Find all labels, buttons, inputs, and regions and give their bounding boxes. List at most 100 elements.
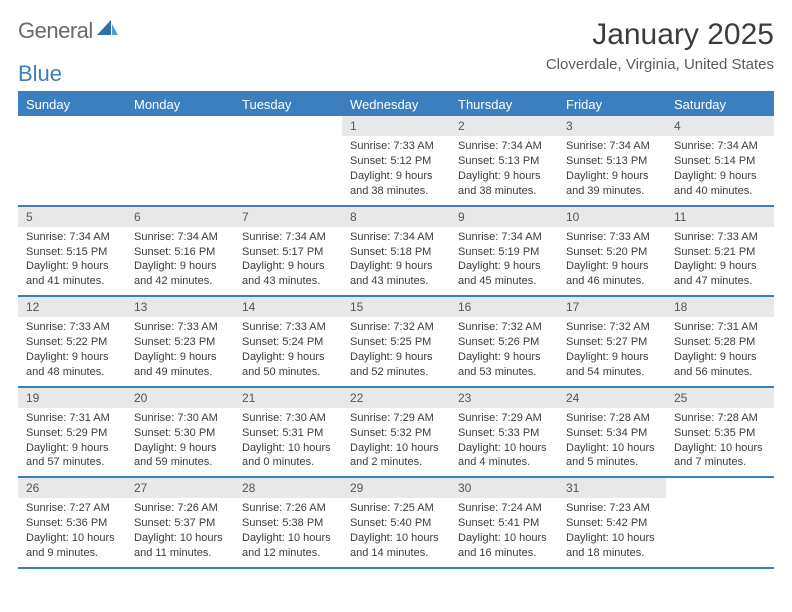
day-header-sunday: Sunday [18,93,126,116]
calendar: SundayMondayTuesdayWednesdayThursdayFrid… [18,91,774,569]
day-cell-3: 3Sunrise: 7:34 AMSunset: 5:13 PMDaylight… [558,116,666,205]
day-cell-23: 23Sunrise: 7:29 AMSunset: 5:33 PMDayligh… [450,388,558,477]
day-info: Sunrise: 7:24 AMSunset: 5:41 PMDaylight:… [450,498,558,566]
day-info: Sunrise: 7:34 AMSunset: 5:16 PMDaylight:… [126,227,234,295]
day-number: 17 [558,297,666,317]
logo-word-blue: Blue [18,61,774,87]
day-info: Sunrise: 7:31 AMSunset: 5:29 PMDaylight:… [18,408,126,476]
week-row: 19Sunrise: 7:31 AMSunset: 5:29 PMDayligh… [18,388,774,479]
day-info: Sunrise: 7:34 AMSunset: 5:13 PMDaylight:… [450,136,558,204]
day-info: Sunrise: 7:28 AMSunset: 5:34 PMDaylight:… [558,408,666,476]
day-cell-27: 27Sunrise: 7:26 AMSunset: 5:37 PMDayligh… [126,478,234,567]
day-info: Sunrise: 7:29 AMSunset: 5:32 PMDaylight:… [342,408,450,476]
day-info: Sunrise: 7:33 AMSunset: 5:22 PMDaylight:… [18,317,126,385]
day-number: 22 [342,388,450,408]
day-number: 13 [126,297,234,317]
day-cell-17: 17Sunrise: 7:32 AMSunset: 5:27 PMDayligh… [558,297,666,386]
day-info: Sunrise: 7:33 AMSunset: 5:20 PMDaylight:… [558,227,666,295]
day-number: 4 [666,116,774,136]
day-number: 6 [126,207,234,227]
day-cell-15: 15Sunrise: 7:32 AMSunset: 5:25 PMDayligh… [342,297,450,386]
day-cell-4: 4Sunrise: 7:34 AMSunset: 5:14 PMDaylight… [666,116,774,205]
day-number: 2 [450,116,558,136]
day-number: 21 [234,388,342,408]
empty-cell [18,116,126,205]
empty-cell [126,116,234,205]
day-number: 14 [234,297,342,317]
day-info: Sunrise: 7:25 AMSunset: 5:40 PMDaylight:… [342,498,450,566]
day-number: 25 [666,388,774,408]
day-cell-11: 11Sunrise: 7:33 AMSunset: 5:21 PMDayligh… [666,207,774,296]
day-number: 19 [18,388,126,408]
day-cell-5: 5Sunrise: 7:34 AMSunset: 5:15 PMDaylight… [18,207,126,296]
day-cell-13: 13Sunrise: 7:33 AMSunset: 5:23 PMDayligh… [126,297,234,386]
day-cell-22: 22Sunrise: 7:29 AMSunset: 5:32 PMDayligh… [342,388,450,477]
day-number: 8 [342,207,450,227]
day-info: Sunrise: 7:34 AMSunset: 5:19 PMDaylight:… [450,227,558,295]
day-info: Sunrise: 7:28 AMSunset: 5:35 PMDaylight:… [666,408,774,476]
day-header-tuesday: Tuesday [234,93,342,116]
day-cell-2: 2Sunrise: 7:34 AMSunset: 5:13 PMDaylight… [450,116,558,205]
day-info: Sunrise: 7:29 AMSunset: 5:33 PMDaylight:… [450,408,558,476]
day-info: Sunrise: 7:33 AMSunset: 5:23 PMDaylight:… [126,317,234,385]
day-info: Sunrise: 7:32 AMSunset: 5:27 PMDaylight:… [558,317,666,385]
day-info: Sunrise: 7:23 AMSunset: 5:42 PMDaylight:… [558,498,666,566]
day-cell-31: 31Sunrise: 7:23 AMSunset: 5:42 PMDayligh… [558,478,666,567]
day-info: Sunrise: 7:33 AMSunset: 5:21 PMDaylight:… [666,227,774,295]
day-info: Sunrise: 7:34 AMSunset: 5:14 PMDaylight:… [666,136,774,204]
day-info: Sunrise: 7:34 AMSunset: 5:18 PMDaylight:… [342,227,450,295]
day-number: 7 [234,207,342,227]
day-info: Sunrise: 7:26 AMSunset: 5:37 PMDaylight:… [126,498,234,566]
day-number: 1 [342,116,450,136]
day-cell-12: 12Sunrise: 7:33 AMSunset: 5:22 PMDayligh… [18,297,126,386]
day-info: Sunrise: 7:32 AMSunset: 5:26 PMDaylight:… [450,317,558,385]
day-header-saturday: Saturday [666,93,774,116]
day-header-friday: Friday [558,93,666,116]
day-info: Sunrise: 7:32 AMSunset: 5:25 PMDaylight:… [342,317,450,385]
day-cell-18: 18Sunrise: 7:31 AMSunset: 5:28 PMDayligh… [666,297,774,386]
day-cell-8: 8Sunrise: 7:34 AMSunset: 5:18 PMDaylight… [342,207,450,296]
empty-cell [234,116,342,205]
day-cell-21: 21Sunrise: 7:30 AMSunset: 5:31 PMDayligh… [234,388,342,477]
day-info: Sunrise: 7:30 AMSunset: 5:30 PMDaylight:… [126,408,234,476]
day-info: Sunrise: 7:34 AMSunset: 5:15 PMDaylight:… [18,227,126,295]
day-number: 23 [450,388,558,408]
day-info: Sunrise: 7:27 AMSunset: 5:36 PMDaylight:… [18,498,126,566]
day-header-wednesday: Wednesday [342,93,450,116]
day-header-row: SundayMondayTuesdayWednesdayThursdayFrid… [18,93,774,116]
day-number: 18 [666,297,774,317]
day-cell-26: 26Sunrise: 7:27 AMSunset: 5:36 PMDayligh… [18,478,126,567]
day-cell-6: 6Sunrise: 7:34 AMSunset: 5:16 PMDaylight… [126,207,234,296]
logo-word-general: General [18,18,93,44]
day-cell-19: 19Sunrise: 7:31 AMSunset: 5:29 PMDayligh… [18,388,126,477]
day-cell-20: 20Sunrise: 7:30 AMSunset: 5:30 PMDayligh… [126,388,234,477]
day-header-monday: Monday [126,93,234,116]
day-cell-1: 1Sunrise: 7:33 AMSunset: 5:12 PMDaylight… [342,116,450,205]
day-cell-16: 16Sunrise: 7:32 AMSunset: 5:26 PMDayligh… [450,297,558,386]
day-info: Sunrise: 7:33 AMSunset: 5:12 PMDaylight:… [342,136,450,204]
day-cell-30: 30Sunrise: 7:24 AMSunset: 5:41 PMDayligh… [450,478,558,567]
day-header-thursday: Thursday [450,93,558,116]
logo: General [18,18,121,44]
day-cell-7: 7Sunrise: 7:34 AMSunset: 5:17 PMDaylight… [234,207,342,296]
day-cell-29: 29Sunrise: 7:25 AMSunset: 5:40 PMDayligh… [342,478,450,567]
day-number: 3 [558,116,666,136]
day-cell-24: 24Sunrise: 7:28 AMSunset: 5:34 PMDayligh… [558,388,666,477]
day-info: Sunrise: 7:33 AMSunset: 5:24 PMDaylight:… [234,317,342,385]
day-number: 29 [342,478,450,498]
day-number: 16 [450,297,558,317]
day-number: 20 [126,388,234,408]
day-cell-28: 28Sunrise: 7:26 AMSunset: 5:38 PMDayligh… [234,478,342,567]
day-cell-25: 25Sunrise: 7:28 AMSunset: 5:35 PMDayligh… [666,388,774,477]
day-number: 9 [450,207,558,227]
day-number: 31 [558,478,666,498]
day-cell-14: 14Sunrise: 7:33 AMSunset: 5:24 PMDayligh… [234,297,342,386]
day-number: 12 [18,297,126,317]
week-row: 1Sunrise: 7:33 AMSunset: 5:12 PMDaylight… [18,116,774,207]
sail-icon [97,18,119,44]
day-info: Sunrise: 7:30 AMSunset: 5:31 PMDaylight:… [234,408,342,476]
day-number: 28 [234,478,342,498]
empty-cell [666,478,774,567]
week-row: 12Sunrise: 7:33 AMSunset: 5:22 PMDayligh… [18,297,774,388]
day-number: 30 [450,478,558,498]
